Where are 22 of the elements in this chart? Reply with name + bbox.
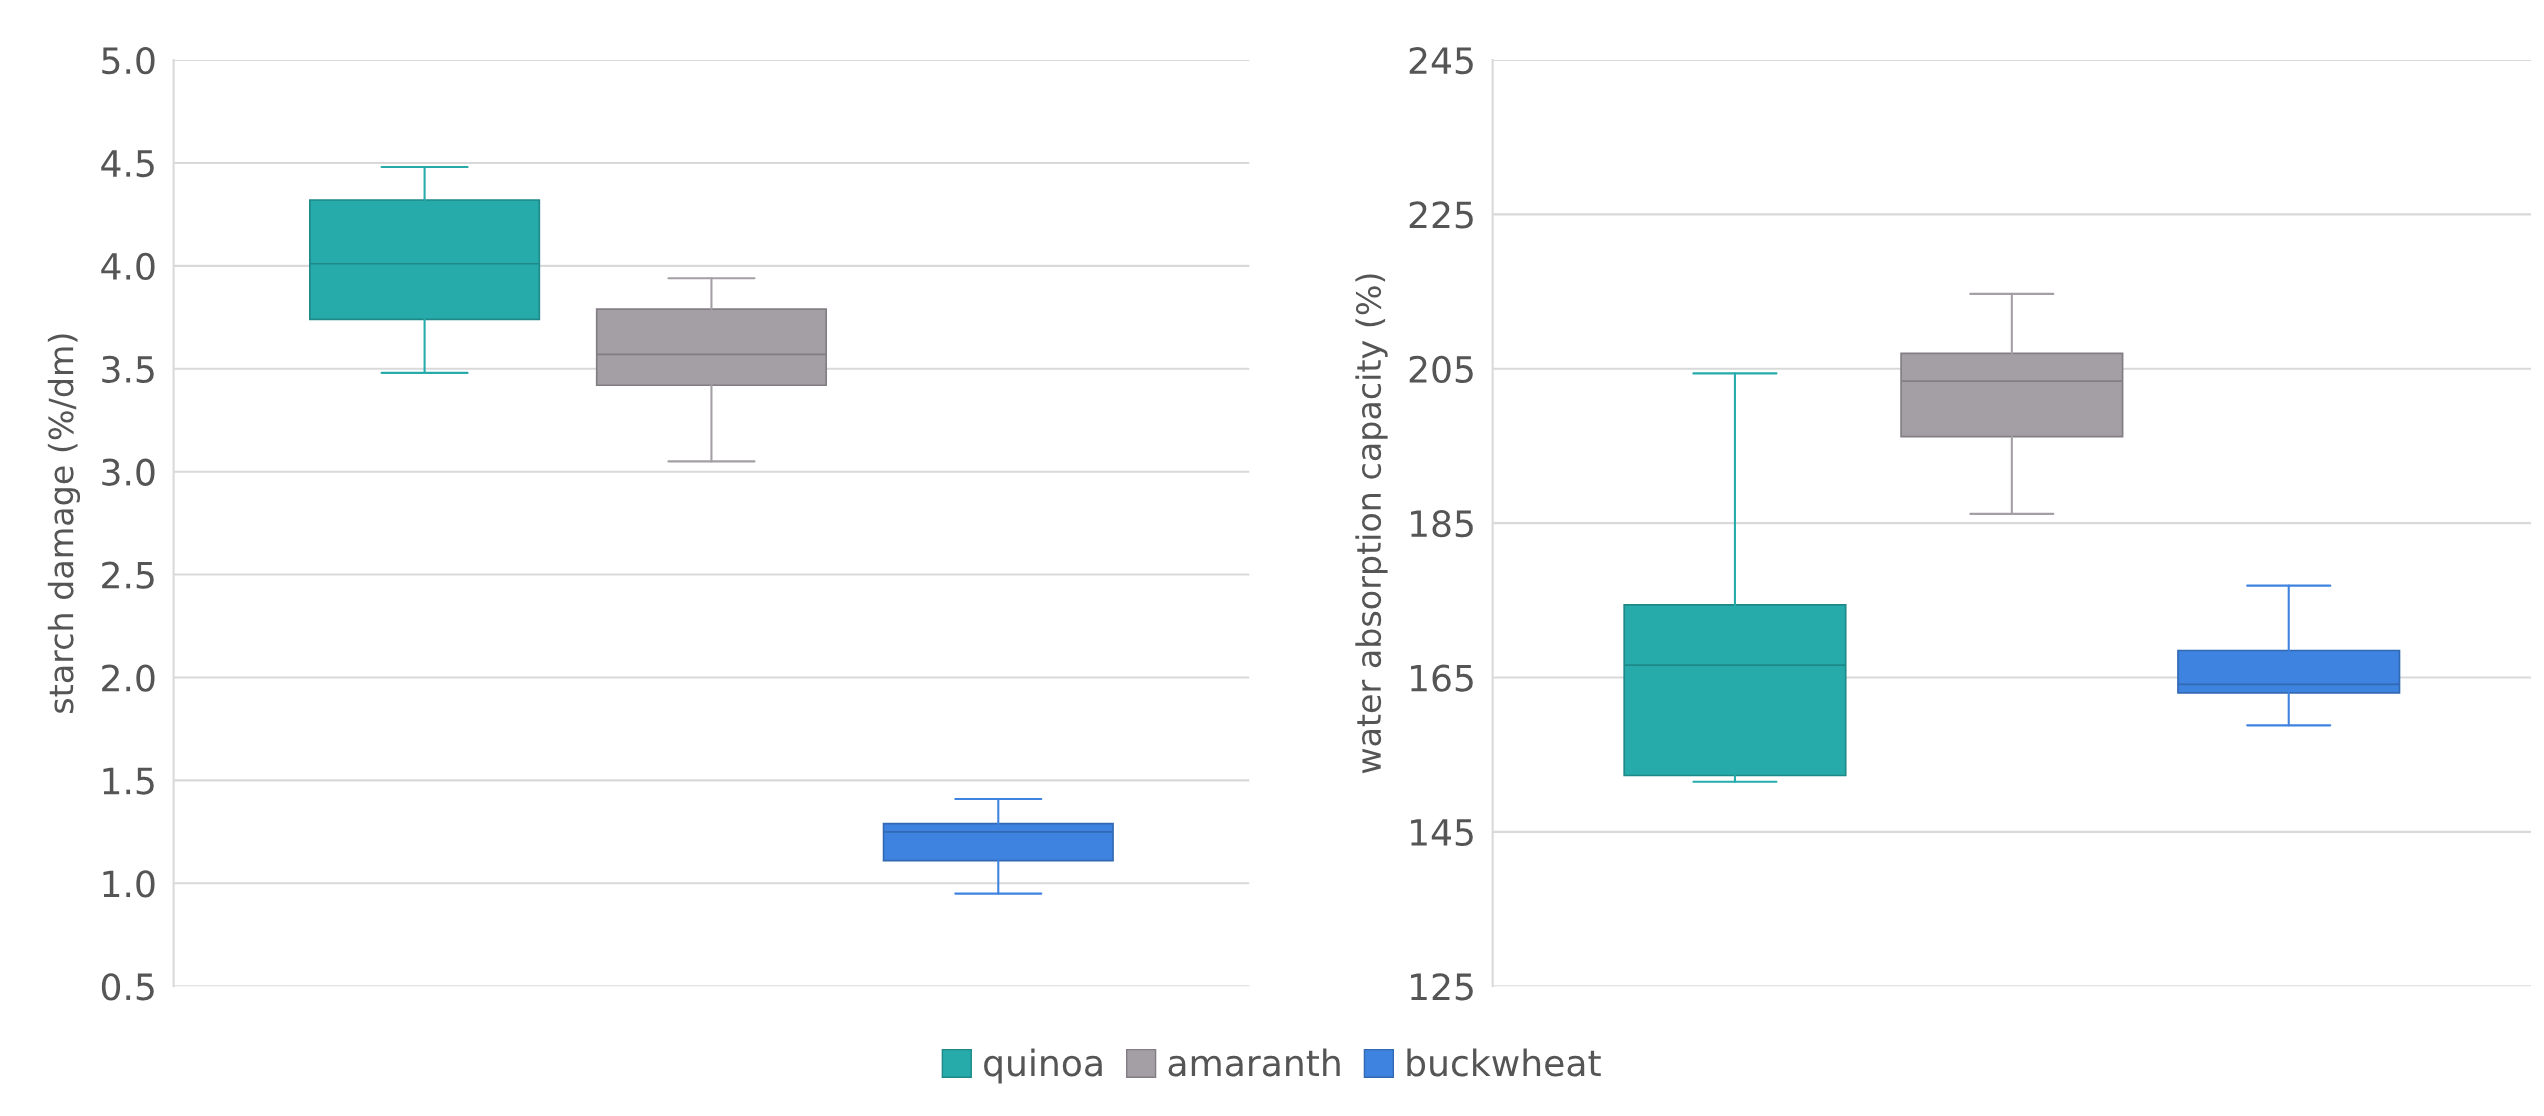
y-tick-label: 2.5 bbox=[102, 561, 154, 589]
y-tick-label: 5.0 bbox=[102, 46, 155, 75]
y-tick-label: 3.0 bbox=[102, 458, 155, 486]
y-tick-label: 165 bbox=[1411, 664, 1473, 692]
y-tick-label: 3.5 bbox=[102, 355, 154, 383]
legend-label: quinoa bbox=[984, 1048, 1102, 1084]
y-tick-label: 2.0 bbox=[102, 664, 155, 692]
y-tick-label: 225 bbox=[1409, 201, 1473, 229]
y-tick-label: 205 bbox=[1409, 355, 1473, 383]
legend-label: amaranth bbox=[1168, 1048, 1340, 1077]
y-axis-title: water absorption capacity (%) bbox=[1355, 274, 1388, 774]
legend-label: buckwheat bbox=[1407, 1048, 1601, 1077]
y-tick-label: 1.5 bbox=[103, 767, 154, 795]
y-tick-label: 0.5 bbox=[101, 973, 154, 1001]
y-tick-label: 1.0 bbox=[103, 870, 155, 898]
y-tick-label: 125 bbox=[1411, 973, 1473, 1001]
y-tick-label: 185 bbox=[1411, 510, 1473, 538]
y-tick-label: 4.0 bbox=[101, 252, 155, 281]
y-tick-label: 145 bbox=[1411, 819, 1473, 847]
y-axis-title: starch damage (%/dm) bbox=[47, 334, 81, 713]
y-tick-label: 245 bbox=[1409, 46, 1473, 75]
y-tick-label: 4.5 bbox=[101, 150, 154, 178]
